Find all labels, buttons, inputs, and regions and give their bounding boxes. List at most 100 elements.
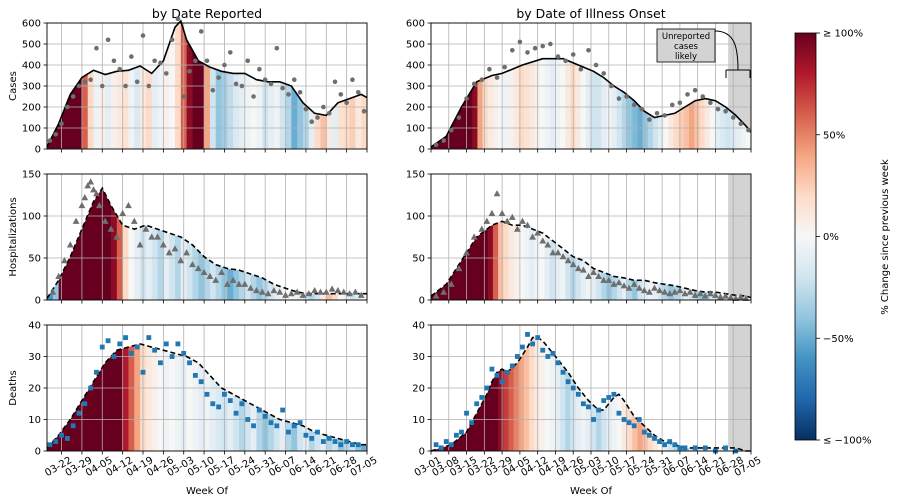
colorbar-tick-label: 0% bbox=[823, 232, 839, 243]
data-point bbox=[315, 115, 320, 120]
data-point bbox=[662, 442, 668, 448]
change-stripe bbox=[81, 188, 89, 300]
data-point bbox=[355, 90, 361, 95]
data-point bbox=[449, 127, 454, 133]
data-point bbox=[286, 92, 291, 97]
data-point bbox=[309, 436, 315, 441]
panels-group: 0100200300400500600010020030040050060005… bbox=[22, 16, 763, 479]
data-point bbox=[222, 62, 227, 68]
change-stripe bbox=[81, 343, 89, 451]
data-point bbox=[601, 398, 607, 403]
data-point bbox=[701, 292, 709, 299]
change-stripe bbox=[105, 188, 112, 300]
change-stripe bbox=[186, 188, 194, 300]
data-point bbox=[223, 280, 231, 287]
data-point bbox=[661, 288, 669, 295]
change-stripe bbox=[151, 343, 159, 451]
change-stripe bbox=[513, 58, 520, 149]
data-point bbox=[742, 294, 750, 302]
change-stripe bbox=[513, 337, 520, 451]
data-point bbox=[504, 369, 510, 375]
change-stripe bbox=[111, 188, 118, 300]
y-tick-label: 50 bbox=[412, 254, 425, 265]
data-point bbox=[569, 260, 577, 268]
data-point bbox=[479, 395, 485, 400]
data-point bbox=[579, 266, 587, 273]
data-point bbox=[311, 286, 319, 294]
data-point bbox=[554, 249, 562, 256]
change-stripe bbox=[227, 343, 234, 451]
smoothed-line bbox=[430, 57, 752, 148]
y-tick-label: 500 bbox=[22, 40, 41, 51]
data-point bbox=[355, 442, 361, 448]
change-stripe bbox=[204, 343, 211, 451]
data-point bbox=[513, 225, 521, 232]
change-stripe bbox=[560, 337, 566, 451]
data-point bbox=[245, 417, 251, 422]
panel-title-onset: by Date of Illness Onset bbox=[516, 6, 665, 21]
unreported-annotation: Unreported cases likely bbox=[656, 28, 751, 78]
data-point bbox=[119, 209, 127, 216]
change-stripe bbox=[198, 343, 205, 451]
data-point bbox=[746, 127, 751, 133]
data-point bbox=[165, 249, 173, 256]
data-point bbox=[591, 417, 596, 422]
data-point bbox=[90, 186, 97, 193]
y-tick-label: 0 bbox=[35, 296, 41, 307]
change-stripe bbox=[186, 343, 194, 451]
data-point bbox=[210, 401, 216, 407]
data-point bbox=[540, 347, 546, 353]
data-point bbox=[601, 71, 606, 76]
data-point bbox=[66, 241, 74, 248]
data-point bbox=[297, 90, 303, 95]
data-markers bbox=[47, 335, 361, 448]
data-point bbox=[47, 442, 53, 448]
change-stripe bbox=[233, 343, 240, 451]
data-point bbox=[666, 290, 674, 297]
data-point bbox=[105, 338, 111, 344]
data-point bbox=[717, 293, 724, 300]
data-point bbox=[570, 385, 576, 391]
y-ticks: 0 100 200 300 400 500 600 bbox=[22, 19, 47, 156]
data-markers bbox=[47, 16, 367, 143]
data-point bbox=[175, 16, 181, 22]
data-point bbox=[140, 33, 146, 38]
data-point bbox=[334, 286, 342, 294]
change-stripe bbox=[134, 343, 141, 451]
y-tick-label: 0 bbox=[35, 145, 41, 156]
change-stripe bbox=[111, 343, 118, 451]
change-stripe bbox=[694, 58, 700, 149]
change-stripe bbox=[539, 221, 546, 300]
data-point bbox=[677, 100, 683, 106]
data-point bbox=[200, 268, 208, 276]
data-point bbox=[233, 410, 239, 416]
smoothed-line bbox=[46, 19, 368, 148]
data-point bbox=[171, 245, 179, 252]
data-point bbox=[550, 350, 556, 356]
annotation-box bbox=[656, 28, 716, 63]
data-point bbox=[532, 45, 538, 51]
colorbar: ≥ 100% 50% 0% −50% ≤ −100% % Change since pr… bbox=[794, 29, 891, 447]
change-stripe bbox=[539, 337, 546, 451]
change-stripe bbox=[518, 221, 525, 300]
data-point bbox=[350, 442, 355, 448]
data-point bbox=[641, 429, 647, 435]
data-point bbox=[647, 432, 652, 438]
annotation-line-1: Unreported bbox=[662, 32, 710, 42]
data-point bbox=[72, 217, 80, 224]
data-point bbox=[432, 292, 440, 299]
data-point bbox=[101, 217, 109, 224]
change-stripe bbox=[477, 58, 484, 149]
change-stripe bbox=[699, 58, 706, 149]
y-tick-label: 150 bbox=[406, 170, 425, 181]
data-point bbox=[691, 291, 699, 298]
change-stripe bbox=[128, 343, 135, 451]
data-point bbox=[727, 294, 735, 301]
change-stripe bbox=[467, 221, 473, 300]
change-stripe bbox=[151, 188, 159, 300]
data-point bbox=[455, 264, 463, 272]
data-point bbox=[646, 288, 653, 295]
data-point bbox=[123, 83, 128, 89]
data-point bbox=[596, 407, 602, 413]
